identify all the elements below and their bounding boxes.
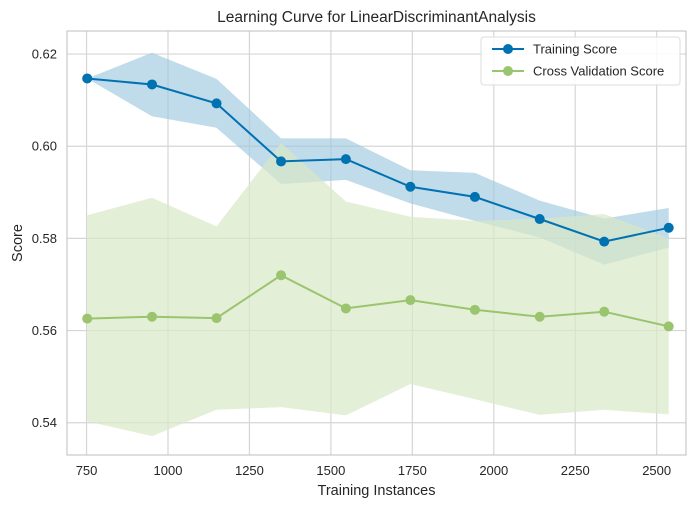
x-tick-label: 750 xyxy=(76,463,98,478)
cv-score-point xyxy=(469,304,480,315)
legend: Training Score Cross Validation Score xyxy=(480,36,681,86)
y-axis-label: Score xyxy=(10,224,26,262)
cv-score-point xyxy=(147,311,158,322)
y-tick-label: 0.56 xyxy=(32,323,57,338)
score-points xyxy=(82,73,674,332)
cv-score-point xyxy=(663,321,674,332)
cv-legend-marker xyxy=(503,66,513,76)
training-score-point xyxy=(147,79,158,90)
training-score-point xyxy=(534,214,545,225)
training-score-point xyxy=(663,222,674,233)
y-tick-label: 0.62 xyxy=(32,47,57,62)
score-lines xyxy=(87,77,669,328)
cv-score-line xyxy=(87,274,669,328)
y-tick-label: 0.58 xyxy=(32,231,57,246)
cv-score-point xyxy=(211,313,222,324)
cv-score-point xyxy=(340,303,351,314)
y-axis-ticks: 0.54 0.56 0.58 0.60 0.62 xyxy=(32,47,57,431)
training-score-point xyxy=(276,156,287,167)
training-legend-label: Training Score xyxy=(533,42,617,57)
x-tick-label: 2000 xyxy=(479,463,508,478)
x-axis-label: Training Instances xyxy=(318,483,436,499)
training-score-point xyxy=(599,236,610,247)
training-legend-marker xyxy=(503,44,513,54)
cv-score-point xyxy=(405,295,416,306)
cv-score-point xyxy=(599,306,610,317)
x-tick-label: 1000 xyxy=(154,463,183,478)
chart-title: Learning Curve for LinearDiscriminantAna… xyxy=(217,9,536,26)
x-tick-label: 2250 xyxy=(561,463,590,478)
training-score-point xyxy=(469,191,480,202)
cv-score-point xyxy=(534,311,545,322)
training-score-point xyxy=(405,181,416,192)
cv-legend-label: Cross Validation Score xyxy=(533,64,664,79)
x-axis-ticks: 750 1000 1250 1500 1750 2000 2250 2500 xyxy=(76,463,671,478)
training-score-band xyxy=(87,52,669,265)
training-score-point xyxy=(211,98,222,109)
x-tick-label: 1500 xyxy=(316,463,345,478)
cv-score-band xyxy=(87,143,669,437)
x-tick-label: 1750 xyxy=(398,463,427,478)
cv-score-point xyxy=(82,313,93,324)
y-tick-label: 0.54 xyxy=(32,415,57,430)
training-score-point xyxy=(82,73,93,84)
cv-score-point xyxy=(276,270,287,281)
plot-frame xyxy=(66,30,687,456)
training-score-line xyxy=(87,77,669,243)
x-tick-label: 1250 xyxy=(235,463,264,478)
x-tick-label: 2500 xyxy=(642,463,671,478)
training-score-point xyxy=(340,154,351,165)
y-tick-label: 0.60 xyxy=(32,139,57,154)
legend-box xyxy=(480,36,681,86)
score-bands xyxy=(87,52,669,437)
